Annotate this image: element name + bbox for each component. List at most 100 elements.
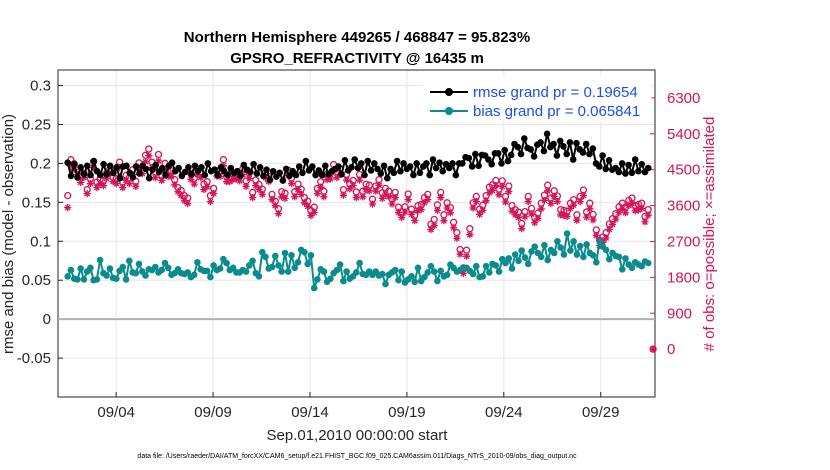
rmse-point	[357, 160, 365, 167]
bias-point	[216, 265, 224, 272]
assimilated-obs-point	[317, 183, 325, 191]
bias-point	[544, 256, 551, 264]
rmse-point	[631, 156, 639, 163]
assimilated-obs-point	[638, 204, 646, 212]
rmse-point	[318, 171, 326, 179]
left-y-tick-label: 0.3	[30, 78, 51, 95]
assimilated-obs-point	[158, 176, 166, 185]
rmse-point	[605, 157, 613, 164]
rmse-point	[256, 164, 264, 171]
rmse-point	[97, 171, 104, 179]
rmse-point	[589, 145, 597, 152]
assimilated-obs-point	[621, 209, 630, 217]
assimilated-obs-point	[482, 197, 490, 205]
assimilated-obs-point	[287, 180, 296, 188]
bias-point	[473, 262, 480, 270]
assimilated-obs-point	[184, 200, 192, 208]
assimilated-obs-point	[524, 198, 532, 206]
bias-point	[210, 262, 217, 269]
rmse-point	[299, 169, 306, 177]
assimilated-obs-point	[495, 191, 503, 199]
assimilated-obs-point	[313, 190, 321, 198]
rmse-point	[569, 156, 577, 163]
bias-point	[557, 244, 564, 251]
rmse-point	[351, 156, 359, 163]
rmse-point	[586, 150, 593, 158]
legend-box	[423, 75, 652, 122]
assimilated-obs-point	[547, 200, 555, 208]
rmse-point	[426, 171, 434, 179]
bias-point	[343, 268, 350, 275]
assimilated-obs-point	[90, 164, 98, 172]
rmse-point	[269, 167, 277, 175]
bias-point	[511, 251, 519, 258]
rmse-point	[537, 139, 544, 146]
assimilated-obs-point	[206, 198, 214, 206]
possible-obs-point	[440, 211, 448, 219]
right-y-tick-label: 5400	[667, 126, 700, 143]
rmse-point	[175, 164, 182, 172]
assimilated-obs-point	[576, 198, 584, 206]
rmse-point	[211, 166, 218, 173]
assimilated-obs-point	[359, 193, 367, 201]
rmse-point	[227, 164, 235, 172]
bias-point	[414, 264, 422, 272]
rmse-point	[416, 169, 424, 177]
series-possible-obs	[64, 145, 657, 353]
bias-point	[288, 252, 295, 259]
rmse-point	[322, 162, 329, 170]
series-rmse	[64, 130, 652, 184]
assimilated-obs-point	[424, 196, 432, 204]
assimilated-obs-point	[200, 186, 208, 194]
rmse-point	[459, 160, 466, 167]
left-y-tick-label: 0.15	[22, 194, 51, 211]
assimilated-obs-point	[171, 181, 179, 189]
bias-point	[77, 265, 84, 272]
rmse-point	[181, 168, 189, 176]
rmse-point	[514, 143, 522, 151]
rmse-point	[507, 151, 515, 159]
rmse-point	[338, 171, 345, 178]
assimilated-obs-point	[404, 196, 412, 204]
assimilated-obs-point	[252, 182, 260, 190]
rmse-point	[260, 172, 267, 180]
bias-point	[93, 276, 101, 283]
chart-title-line2: GPSRO_REFRACTIVITY @ 16435 m	[230, 50, 484, 67]
assimilated-obs-point	[527, 210, 536, 218]
possible-obs-point	[219, 156, 228, 164]
right-y-tick-label: 1800	[667, 269, 700, 286]
assimilated-obs-point	[472, 198, 480, 206]
rmse-point	[566, 139, 574, 146]
assimilated-obs-point	[310, 208, 318, 216]
bias-point	[437, 267, 445, 275]
x-tick-label: 09/19	[388, 404, 426, 421]
assimilated-obs-point	[560, 212, 568, 220]
assimilated-obs-point	[232, 175, 240, 183]
bias-point	[353, 269, 360, 276]
data-file-note: data file: /Users/raeder/DAI/ATM_forcXX/…	[137, 453, 577, 460]
bias-point	[74, 276, 81, 283]
bias-point	[573, 251, 581, 258]
assimilated-obs-point	[132, 182, 140, 190]
rmse-point	[185, 164, 192, 171]
assimilated-obs-point	[236, 177, 244, 185]
rmse-point	[423, 160, 430, 167]
assimilated-obs-point	[453, 234, 461, 242]
x-tick-label: 09/14	[291, 404, 329, 421]
assimilated-obs-point	[122, 176, 130, 185]
assimilated-obs-point	[64, 204, 72, 212]
assimilated-obs-point	[385, 193, 393, 201]
assimilated-obs-point	[573, 216, 581, 224]
assimilated-obs-point	[450, 224, 458, 232]
assimilated-obs-point	[356, 176, 364, 184]
assimilated-obs-point	[86, 180, 94, 188]
rmse-point	[472, 150, 479, 158]
rmse-point	[410, 171, 417, 179]
assimilated-obs-point	[180, 197, 188, 205]
assimilated-obs-point	[476, 210, 484, 218]
bias-point	[638, 262, 645, 270]
assimilated-obs-point	[83, 190, 91, 198]
bias-point	[106, 265, 114, 272]
assimilated-obs-point	[557, 211, 565, 219]
possible-obs-point	[430, 215, 438, 224]
